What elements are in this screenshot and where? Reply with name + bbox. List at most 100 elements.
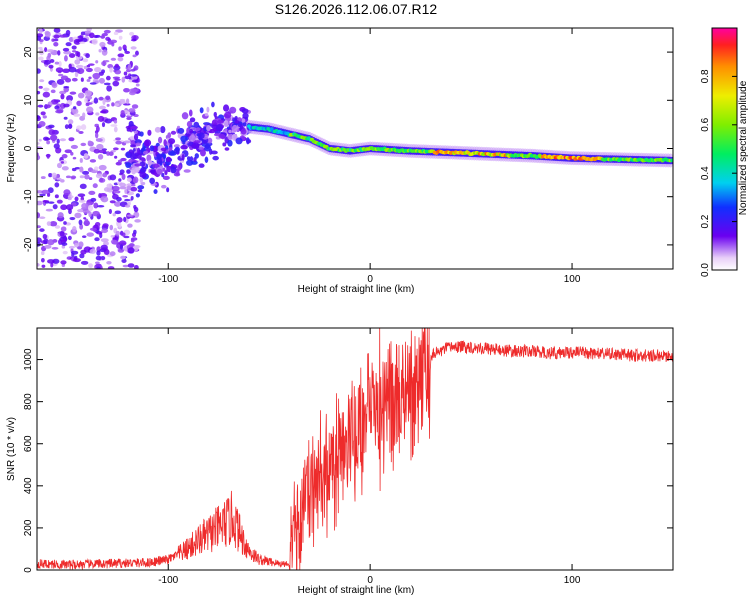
spectrogram-cell	[50, 134, 58, 141]
spectrogram-cell	[82, 235, 87, 239]
spectrogram-cell	[125, 162, 132, 168]
spectrogram-cell	[183, 169, 191, 173]
spectrogram-cell	[68, 245, 75, 249]
spectrogram-cell	[47, 201, 55, 204]
spectrogram-cell	[213, 133, 220, 137]
spectrogram-y-tick-label: -20	[23, 237, 34, 252]
spectrogram-cell	[74, 71, 79, 78]
spectrogram-cell	[72, 106, 77, 110]
spectrogram-cell	[119, 244, 124, 250]
spectrogram-cell	[152, 163, 160, 169]
spectrogram-cell	[165, 156, 172, 162]
spectrogram-cell	[173, 147, 180, 154]
spectrogram-cell	[129, 135, 136, 140]
spectrogram-cell	[79, 253, 85, 259]
spectrogram-cell	[56, 138, 60, 144]
spectrogram-x-tick-label: -100	[158, 274, 178, 285]
spectrogram-cell	[177, 127, 185, 134]
spectrogram-cell	[103, 187, 111, 192]
spectrogram-cell	[56, 78, 65, 85]
spectrogram-cell	[92, 210, 100, 217]
spectrogram-cell	[78, 199, 86, 203]
spectrogram-cell	[47, 187, 54, 194]
spectrogram-cell	[63, 85, 70, 89]
spectrogram-cell	[204, 156, 209, 163]
spectrogram-cell	[95, 34, 101, 38]
spectrogram-cell	[189, 117, 196, 123]
spectrogram-cell	[160, 147, 167, 152]
spectrogram-cell	[80, 31, 86, 36]
spectrogram-cell	[83, 153, 89, 159]
spectrogram-cell	[82, 112, 86, 119]
spectrogram-y-tick-label: -10	[23, 189, 34, 204]
spectrogram-cell	[72, 156, 77, 160]
spectrogram-cell	[37, 237, 42, 243]
spectrogram-cell	[193, 157, 197, 162]
spectrogram-cell	[101, 61, 107, 66]
spectrogram-cell	[64, 124, 69, 130]
spectrogram-cell	[126, 117, 132, 120]
spectrogram-cell	[72, 225, 77, 233]
spectrogram-cell	[132, 54, 137, 58]
spectrogram-cell	[114, 78, 121, 81]
spectrogram-cell	[194, 140, 201, 144]
spectrogram-cell	[52, 204, 58, 210]
spectrogram-cell	[137, 185, 145, 190]
spectrogram-cell	[126, 183, 132, 187]
spectrogram-cell	[188, 128, 194, 134]
snr-y-tick-label: 1000	[23, 348, 34, 371]
spectrogram-cell	[123, 216, 127, 223]
spectrogram-cell	[222, 104, 230, 112]
spectrogram-cell	[192, 142, 200, 149]
spectrogram-cell	[100, 238, 109, 243]
spectrogram-cell	[63, 221, 67, 225]
spectrogram-cell	[101, 228, 109, 234]
spectrogram-cell	[88, 76, 92, 80]
spectrogram-cell	[149, 145, 155, 152]
spectrogram-cell	[48, 64, 54, 69]
spectrogram-cell	[112, 80, 120, 87]
spectrogram-cell	[76, 67, 85, 75]
spectrogram-cell	[85, 102, 93, 105]
spectrogram-cell	[114, 210, 122, 215]
spectrogram-cell	[140, 166, 147, 173]
spectrogram-cell	[130, 167, 137, 175]
spectrogram-cell	[47, 124, 55, 129]
colorbar-label: Normalized spectral amplitude	[738, 80, 749, 215]
spectrogram-cell	[74, 212, 82, 219]
spectrogram-cell	[68, 137, 75, 142]
spectrogram-cell	[72, 108, 79, 115]
snr-y-tick-label: 800	[23, 393, 34, 410]
spectrogram-cell	[246, 137, 250, 145]
spectrogram-cell	[110, 124, 118, 127]
chart-title: S126.2026.112.06.07.R12	[275, 1, 438, 17]
spectrogram-cell	[166, 187, 170, 193]
spectrogram-cell	[71, 45, 77, 50]
spectrogram-cell	[37, 154, 41, 161]
spectrogram-cell	[50, 262, 54, 268]
spectrogram-cell	[181, 154, 185, 161]
spectrogram-cell	[39, 216, 46, 220]
spectrogram-cell	[96, 250, 101, 256]
spectrogram-cell	[113, 201, 122, 207]
spectrogram-cell	[113, 31, 119, 36]
spectrogram-cell	[126, 214, 134, 217]
spectrogram-cell	[86, 28, 92, 32]
spectrogram-cell	[98, 192, 102, 199]
spectrogram-cell	[193, 121, 200, 128]
snr-x-label: Height of straight line (km)	[298, 585, 415, 596]
spectrogram-cell	[126, 177, 132, 182]
spectrogram-cell	[65, 29, 71, 36]
spectrogram-cell	[79, 223, 84, 230]
spectrogram-cell	[75, 64, 84, 69]
spectrogram-cell	[63, 189, 71, 196]
spectrogram-cell	[77, 92, 85, 99]
spectrogram-cell	[130, 125, 138, 130]
spectrogram-cell	[89, 248, 96, 254]
spectrogram-cell	[163, 139, 167, 147]
spectrogram-cell	[54, 194, 59, 199]
spectrogram-cell	[110, 235, 115, 238]
spectrogram-cell	[64, 149, 72, 154]
spectrogram-cell	[41, 60, 45, 63]
spectrogram-cell	[95, 255, 102, 261]
